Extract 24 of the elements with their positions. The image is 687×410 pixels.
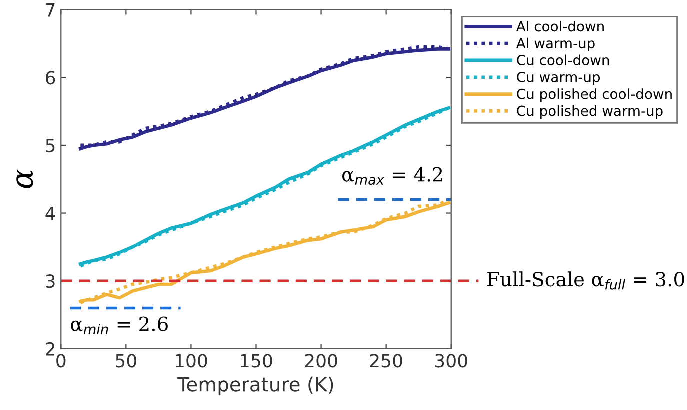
x-tick-label: 200 xyxy=(305,354,338,368)
x-tick-label: 300 xyxy=(436,354,468,368)
y-axis-title: α xyxy=(16,170,34,188)
legend-label: Cu cool-down xyxy=(517,54,610,66)
legend-label: Cu polished warm-up xyxy=(517,106,663,119)
legend-label: Al cool-down xyxy=(516,20,604,32)
x-tick-label: 50 xyxy=(116,354,136,368)
x-tick-label: 100 xyxy=(176,354,208,368)
y-tick-label: 5 xyxy=(46,139,55,153)
annotation: α$_{max}$ = 4.2 xyxy=(342,167,442,186)
x-tick-label: 150 xyxy=(241,354,272,368)
y-tick-label: 2 xyxy=(46,342,54,356)
y-tick-label: 7 xyxy=(46,4,55,17)
legend-label: Cu polished cool-down xyxy=(517,88,672,102)
y-tick-label: 3 xyxy=(46,274,55,288)
y-tick-label: 4 xyxy=(46,206,56,220)
annotation: α$_{min}$ = 2.6 xyxy=(71,316,168,334)
legend-label: Al warm-up xyxy=(516,38,595,52)
legend-label: Cu warm-up xyxy=(517,72,600,86)
x-tick-label: 250 xyxy=(370,354,402,368)
y-tick-label: 6 xyxy=(46,71,56,85)
x-axis-title: Temperature (K) xyxy=(178,376,334,396)
x-tick-label: 0 xyxy=(56,354,66,368)
ref-line-label: Full-Scale α$_{full}$ = 3.0 xyxy=(488,272,684,290)
